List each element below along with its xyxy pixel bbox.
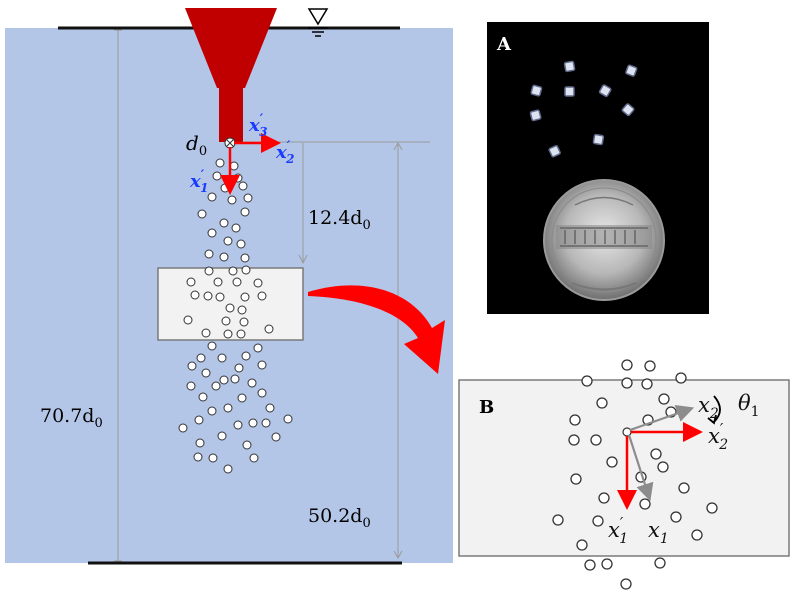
nozzle-diameter-label: d0	[186, 131, 207, 159]
panel-b-letter: B	[479, 397, 494, 418]
x3-prime-label: x′ 3	[248, 112, 268, 139]
panel-a-letter: A	[496, 34, 512, 55]
total-depth-dimension	[114, 29, 122, 562]
panel-b-x2-prime-label: x′ 2	[708, 420, 728, 453]
nozzle-funnel	[185, 8, 277, 142]
lower-distance-dimension	[393, 141, 403, 560]
panel-b-x1-arrow	[627, 434, 654, 502]
panel-a-photo: A	[487, 22, 709, 314]
x1-prime-label: x′ 1	[189, 168, 209, 195]
coin	[543, 179, 665, 301]
panel-b-x2-arrow	[629, 405, 695, 432]
total-depth-label: 70.7d0	[40, 405, 103, 431]
x2-prime-label: x′ 2	[275, 139, 295, 166]
panel-b-x2-label: x2	[698, 393, 719, 422]
nozzle-origin-marker	[224, 137, 236, 149]
panel-b-x1-label: x1	[648, 518, 669, 547]
particle-samples	[529, 60, 638, 158]
panel-b-box	[458, 379, 790, 557]
panel-b-x1-prime-label: x′ 1	[608, 514, 628, 547]
particle-plume	[178, 158, 293, 474]
theta-rotation-arrow	[707, 395, 721, 425]
free-surface-symbol	[307, 8, 329, 37]
lower-distance-label: 50.2d0	[308, 505, 371, 531]
upper-distance-label: 12.4d0	[308, 207, 371, 233]
panel-b-theta-label: θ1	[738, 391, 760, 420]
zoom-arrow	[308, 285, 445, 374]
upper-distance-dimension	[298, 143, 308, 265]
panel-b-particles	[552, 359, 718, 590]
